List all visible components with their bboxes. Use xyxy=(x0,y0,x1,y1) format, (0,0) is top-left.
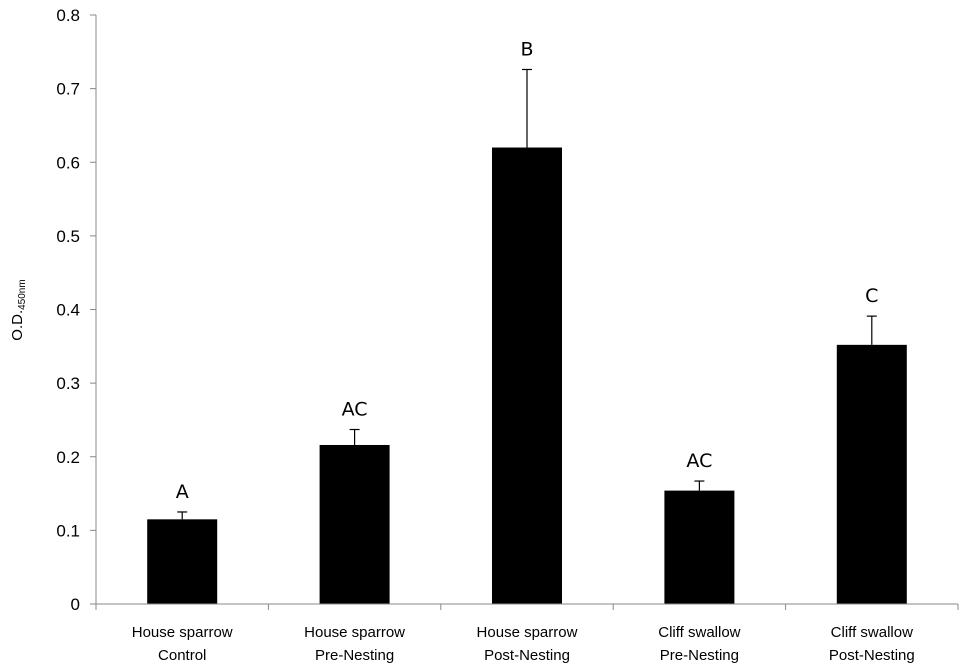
y-tick-label: 0.5 xyxy=(56,227,80,246)
significance-label: C xyxy=(865,285,878,307)
x-category-label: Cliff swallow xyxy=(831,624,913,641)
y-tick-label: 0.8 xyxy=(56,6,80,25)
significance-label: AC xyxy=(342,399,368,421)
x-category-label: Post-Nesting xyxy=(829,647,915,664)
x-axis-categories: House sparrow Control House sparrow Pre-Nes… xyxy=(95,604,959,664)
significance-labels: A AC B AC C xyxy=(176,38,879,502)
x-category-label: House sparrow xyxy=(132,624,233,641)
x-category-label: Post-Nesting xyxy=(484,647,570,664)
x-category-label: Pre-Nesting xyxy=(315,647,394,664)
x-category-label: House sparrow xyxy=(477,624,578,641)
x-category-label: Control xyxy=(158,647,206,664)
y-axis-label-subscript: 450nm xyxy=(17,279,28,310)
significance-label: B xyxy=(520,38,533,60)
y-axis-label: O.D.450nm xyxy=(9,279,28,340)
error-bar xyxy=(177,511,188,520)
bar xyxy=(664,490,735,604)
x-category-label: Pre-Nesting xyxy=(660,647,739,664)
error-bar xyxy=(349,428,360,445)
y-tick-label: 0.2 xyxy=(56,448,80,467)
error-bar xyxy=(694,480,705,491)
bar xyxy=(319,444,390,604)
error-bar xyxy=(866,315,877,345)
error-bars xyxy=(177,68,877,520)
y-axis-ticks: 0 0.1 0.2 0.3 0.4 0.5 0.6 0.7 0.8 xyxy=(56,6,96,614)
bars xyxy=(147,147,907,604)
error-bar xyxy=(522,68,532,148)
significance-label: AC xyxy=(686,450,712,472)
y-tick-label: 0.4 xyxy=(56,301,80,320)
y-tick-label: 0.3 xyxy=(56,374,80,393)
x-category-label: House sparrow xyxy=(304,624,405,641)
significance-label: A xyxy=(176,481,189,503)
y-axis-label-main: O.D. xyxy=(9,310,26,341)
y-tick-label: 0.6 xyxy=(56,153,80,172)
y-tick-label: 0.7 xyxy=(56,80,80,99)
y-tick-label: 0 xyxy=(71,595,80,614)
bar xyxy=(492,147,562,604)
bar xyxy=(147,519,218,604)
bar xyxy=(836,344,907,604)
x-category-label: Cliff swallow xyxy=(658,624,740,641)
y-tick-label: 0.1 xyxy=(56,521,80,540)
